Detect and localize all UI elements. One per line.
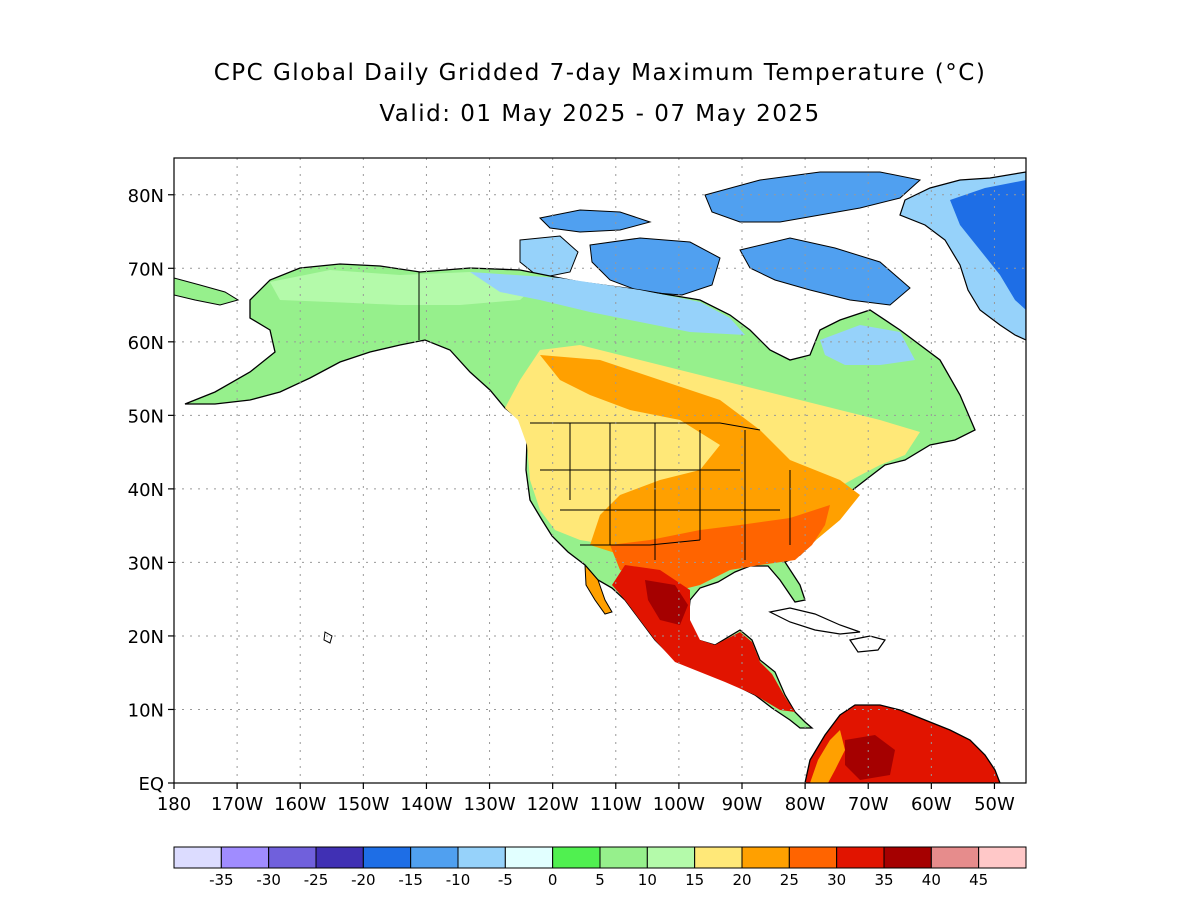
arctic-island-baffin xyxy=(739,237,911,306)
latitude-axis: EQ 10N 20N 30N 40N 50N 60N 70N 80N xyxy=(128,186,174,795)
map-frame xyxy=(173,157,1027,784)
lon-tick-label: 90W xyxy=(722,794,763,815)
arctic-island-ellesmere xyxy=(704,171,922,223)
arctic-island-banks xyxy=(519,235,579,279)
colorbar-swatch xyxy=(930,846,980,869)
southern-us-hot-zone xyxy=(610,505,830,590)
lon-tick-label: 160W xyxy=(274,794,326,815)
lon-tick-label: 110W xyxy=(590,794,642,815)
colorbar-label: -5 xyxy=(498,871,513,889)
colorbar-swatch xyxy=(268,846,317,869)
colorbar-label: 15 xyxy=(685,871,704,889)
map-gridlines xyxy=(174,158,1026,783)
colorbar-swatch xyxy=(599,846,648,869)
mexico-hottest-core xyxy=(645,580,688,625)
ungava-cold-band xyxy=(820,325,915,365)
lat-tick-label: 40N xyxy=(128,480,164,501)
colorbar-label: -25 xyxy=(304,871,329,889)
colorbar-label: 0 xyxy=(548,871,558,889)
lat-tick-label: 20N xyxy=(128,627,164,648)
colorbar-label: 30 xyxy=(827,871,846,889)
andes-cooler xyxy=(810,730,845,783)
lat-tick-label: 30N xyxy=(128,553,164,574)
lon-tick-label: 70W xyxy=(848,794,889,815)
lon-tick-label: 80W xyxy=(785,794,826,815)
lon-tick-label: 50W xyxy=(974,794,1015,815)
colorbar-label: 35 xyxy=(874,871,893,889)
south-america-hot-core xyxy=(845,735,895,780)
colorbar-swatch xyxy=(836,846,885,869)
colorbar-swatch xyxy=(978,846,1027,869)
colorbar-swatch xyxy=(883,846,932,869)
lat-tick-label: 80N xyxy=(128,186,164,207)
arctic-island-victoria xyxy=(589,237,721,296)
lat-tick-label: EQ xyxy=(138,774,164,795)
lat-tick-label: 60N xyxy=(128,333,164,354)
map-content xyxy=(174,158,1026,783)
colorbar-label: -30 xyxy=(256,871,281,889)
colorbar-swatch xyxy=(220,846,270,869)
colorbar-label: -35 xyxy=(209,871,234,889)
longitude-axis: 180 170W 160W 150W 140W 130W 120W 110W 100W 90W 80… xyxy=(157,783,1015,815)
colorbar-swatch xyxy=(741,846,790,869)
colorbar-swatch xyxy=(410,846,459,869)
colorbar-swatch xyxy=(552,846,601,869)
lon-tick-label: 130W xyxy=(463,794,515,815)
colorbar-swatch xyxy=(362,846,412,869)
colorbar-swatch xyxy=(646,846,696,869)
colorbar-swatch xyxy=(173,846,222,869)
lat-tick-label: 10N xyxy=(128,700,164,721)
lon-tick-label: 120W xyxy=(527,794,579,815)
colorbar-swatch xyxy=(457,846,506,869)
greenland-cold-core xyxy=(950,180,1026,310)
colorbar-swatch xyxy=(504,846,554,869)
colorbar-label: 45 xyxy=(969,871,988,889)
lon-tick-label: 60W xyxy=(911,794,952,815)
baja-warm xyxy=(584,563,613,615)
lon-tick-label: 150W xyxy=(337,794,389,815)
temperature-colorbar: -35 -30 -25 -20 -15 -10 -5 0 5 10 15 20 25 30 35 40 45 xyxy=(173,846,1027,889)
lon-tick-label: 100W xyxy=(653,794,705,815)
colorbar-label: 5 xyxy=(595,871,605,889)
colorbar-label: -15 xyxy=(398,871,423,889)
political-borders xyxy=(418,272,791,560)
lon-tick-label: 180 xyxy=(157,794,191,815)
northern-canada-cold-band xyxy=(470,272,745,335)
alaska-cool-band xyxy=(270,270,540,305)
lat-tick-label: 70N xyxy=(128,259,164,280)
colorbar-label: 25 xyxy=(780,871,799,889)
colorbar-swatch xyxy=(788,846,838,869)
colorbar-label: 10 xyxy=(638,871,657,889)
map-title: CPC Global Daily Gridded 7-day Maximum T… xyxy=(213,60,987,86)
aleutian-coast xyxy=(174,277,240,306)
colorbar-swatch xyxy=(694,846,743,869)
arctic-island-north xyxy=(538,209,652,233)
colorbar-label: -20 xyxy=(351,871,376,889)
lon-tick-label: 140W xyxy=(400,794,452,815)
lat-tick-label: 50N xyxy=(128,406,164,427)
colorbar-label: -10 xyxy=(446,871,471,889)
colorbar-label: 40 xyxy=(922,871,941,889)
cuba-island xyxy=(768,607,861,635)
hawaii-islands xyxy=(323,631,333,644)
map-subtitle-valid-dates: Valid: 01 May 2025 - 07 May 2025 xyxy=(379,101,821,127)
colorbar-swatch xyxy=(315,846,364,869)
colorbar-label: 20 xyxy=(732,871,751,889)
lon-tick-label: 170W xyxy=(211,794,263,815)
plains-orange-zone xyxy=(540,355,860,560)
hispaniola-island xyxy=(849,635,886,653)
